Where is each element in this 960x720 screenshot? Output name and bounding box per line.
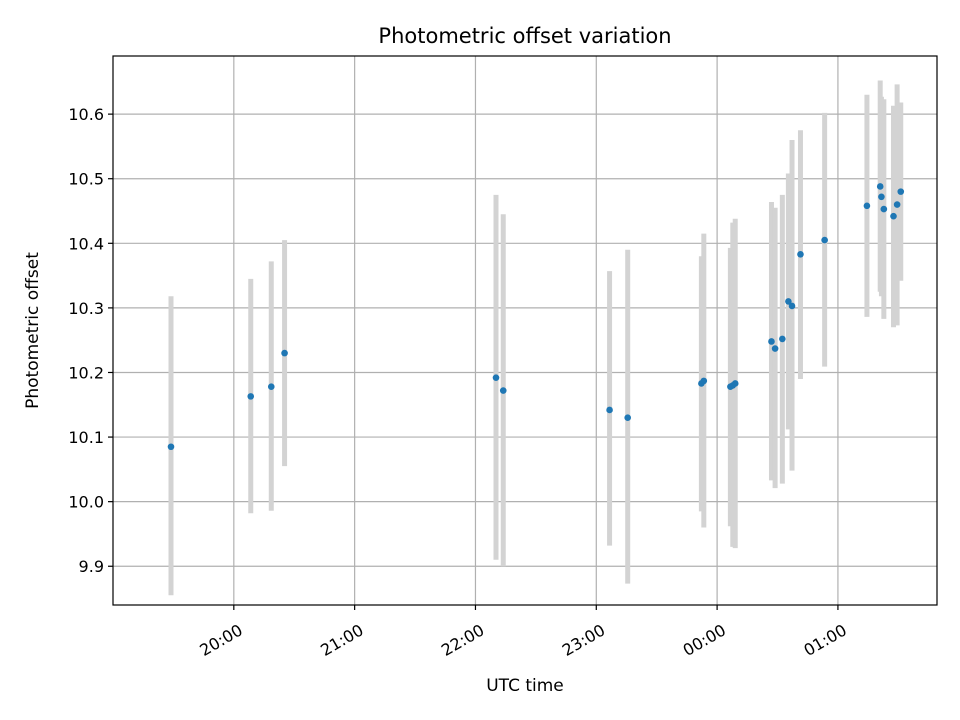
data-point <box>267 383 275 390</box>
data-point <box>247 393 255 400</box>
data-point <box>880 205 888 213</box>
data-point <box>779 335 786 343</box>
y-tick-label: 10.6 <box>68 105 104 124</box>
y-tick-label: 10.0 <box>68 493 104 512</box>
x-axis-title: UTC time <box>486 676 564 696</box>
y-tick-label: 10.2 <box>68 363 104 382</box>
data-point <box>731 380 739 387</box>
y-axis-title: Photometric offset <box>23 252 43 409</box>
data-point <box>878 193 885 201</box>
data-point <box>771 345 779 352</box>
data-point <box>499 387 507 394</box>
data-points <box>167 183 905 451</box>
data-point <box>863 202 871 210</box>
chart-title: Photometric offset variation <box>378 24 671 48</box>
data-point <box>893 201 901 208</box>
y-tick-label: 9.9 <box>79 557 104 576</box>
y-axis-ticks: 9.9 10.0 10.1 10.2 10.3 10.4 10.5 10.6 <box>68 105 113 576</box>
data-point <box>821 236 828 244</box>
y-tick-label: 10.4 <box>68 234 104 253</box>
y-tick-label: 10.1 <box>68 428 104 447</box>
data-point <box>897 188 905 195</box>
data-point <box>785 298 792 305</box>
data-point <box>768 338 775 345</box>
data-point <box>876 183 884 190</box>
data-point <box>890 212 897 220</box>
data-point <box>281 349 288 357</box>
data-point <box>492 374 500 381</box>
data-point <box>606 406 613 414</box>
data-point <box>797 250 804 258</box>
y-tick-label: 10.5 <box>68 170 104 189</box>
data-point <box>167 443 175 451</box>
data-point <box>700 377 708 385</box>
data-point <box>788 302 796 310</box>
y-tick-label: 10.3 <box>68 299 104 318</box>
plot-area-frame <box>112 55 938 606</box>
data-point <box>624 414 631 421</box>
